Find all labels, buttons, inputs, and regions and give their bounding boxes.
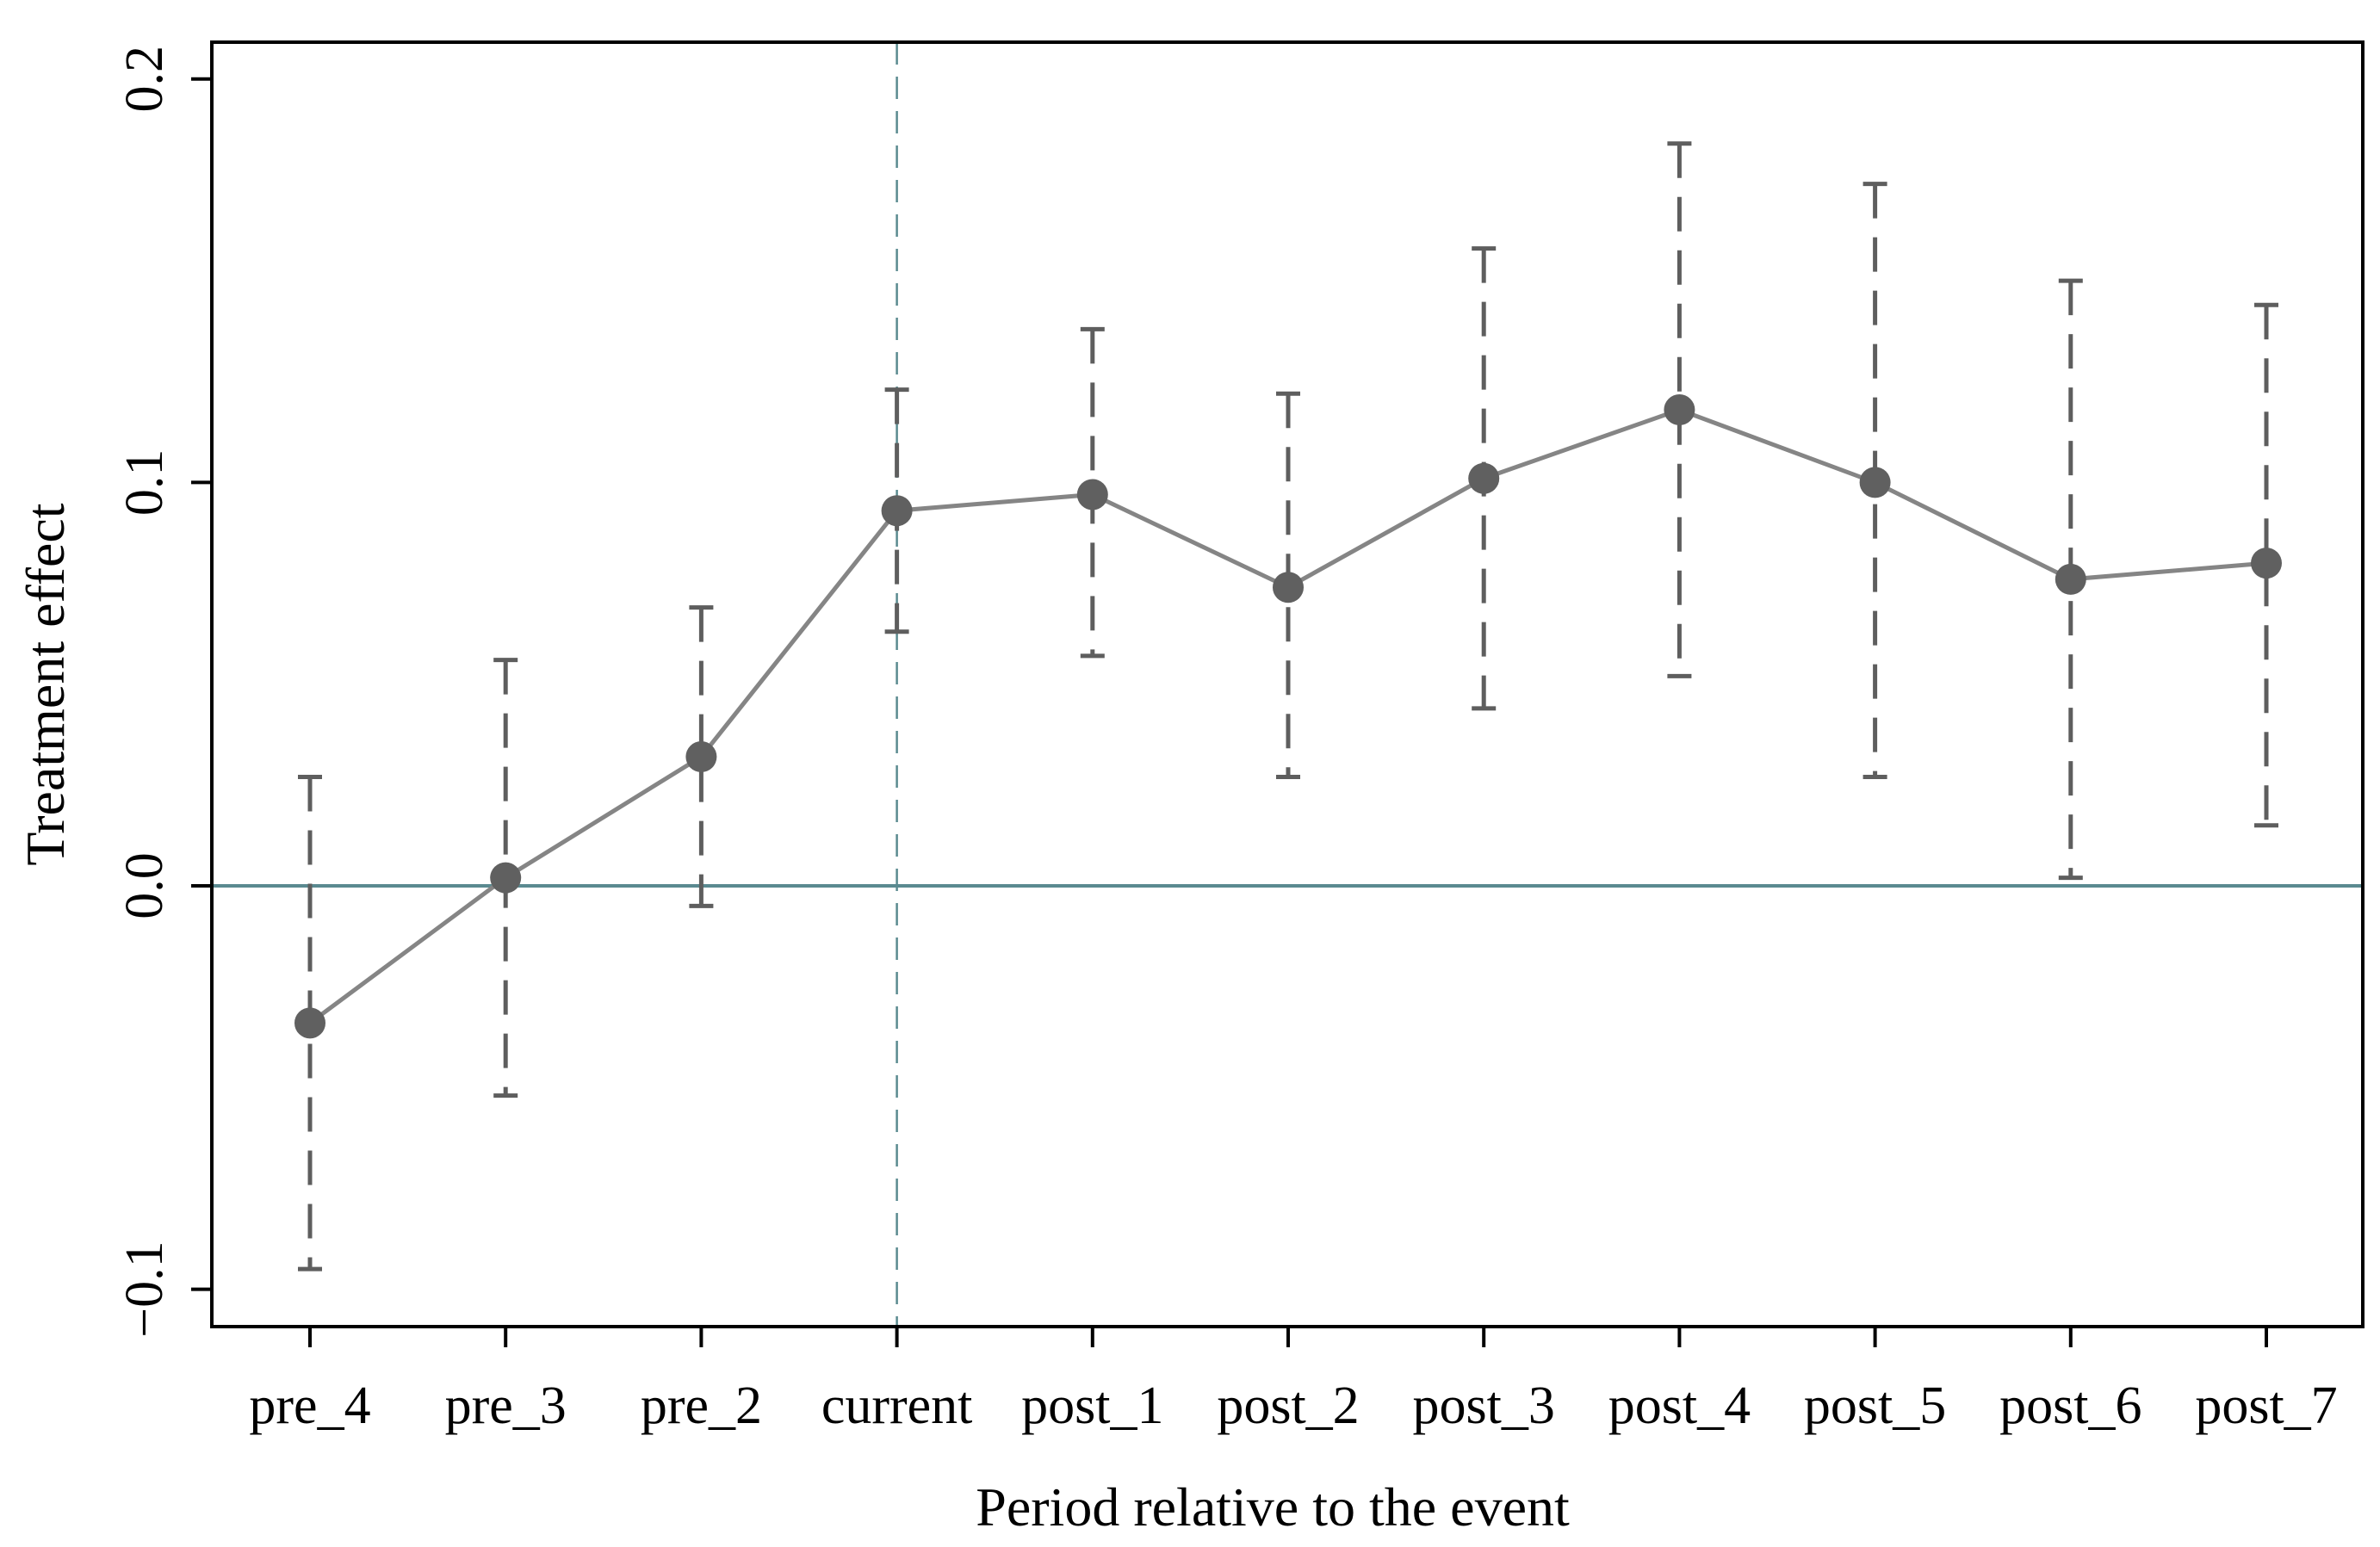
- data-point: [2055, 563, 2086, 595]
- error-bar: [1667, 141, 1692, 678]
- y-tick-label: −0.1: [115, 1241, 174, 1337]
- y-axis-ticks: −0.1 0.0 0.1 0.2: [115, 46, 212, 1338]
- x-tick-label: pre_2: [641, 1377, 762, 1435]
- data-point: [1076, 479, 1108, 511]
- error-bar: [2254, 302, 2278, 828]
- data-point: [2251, 548, 2282, 579]
- x-axis-title: Period relative to the event: [976, 1476, 1570, 1538]
- data-point: [490, 862, 522, 894]
- x-tick-label: post_3: [1413, 1377, 1555, 1435]
- x-tick-label: post_7: [2195, 1377, 2337, 1435]
- y-tick-label: 0.1: [115, 449, 174, 517]
- x-tick-label: post_4: [1608, 1377, 1751, 1435]
- y-tick-label: 0.2: [115, 46, 174, 113]
- x-tick-label: post_1: [1021, 1377, 1163, 1435]
- data-points: [294, 394, 2282, 1039]
- x-tick-label: post_5: [1804, 1377, 1946, 1435]
- data-point: [685, 741, 717, 773]
- data-point: [1273, 572, 1304, 603]
- y-tick-label: 0.0: [115, 852, 174, 919]
- data-point: [294, 1007, 325, 1039]
- y-axis-title: Treatment effect: [15, 503, 76, 865]
- x-tick-label: post_6: [1999, 1377, 2141, 1435]
- x-tick-label: current: [821, 1377, 973, 1435]
- data-point: [1664, 394, 1695, 426]
- error-bar: [689, 605, 714, 908]
- x-tick-label: post_2: [1217, 1377, 1359, 1435]
- data-point: [881, 495, 913, 527]
- data-point: [1468, 462, 1500, 494]
- x-axis-ticks: pre_4 pre_3 pre_2 current post_1 post_2 post_3…: [249, 1327, 2338, 1435]
- x-tick-label: pre_4: [249, 1377, 370, 1435]
- x-tick-label: pre_3: [445, 1377, 567, 1435]
- reference-lines: [212, 42, 2363, 1327]
- data-point: [1859, 467, 1891, 498]
